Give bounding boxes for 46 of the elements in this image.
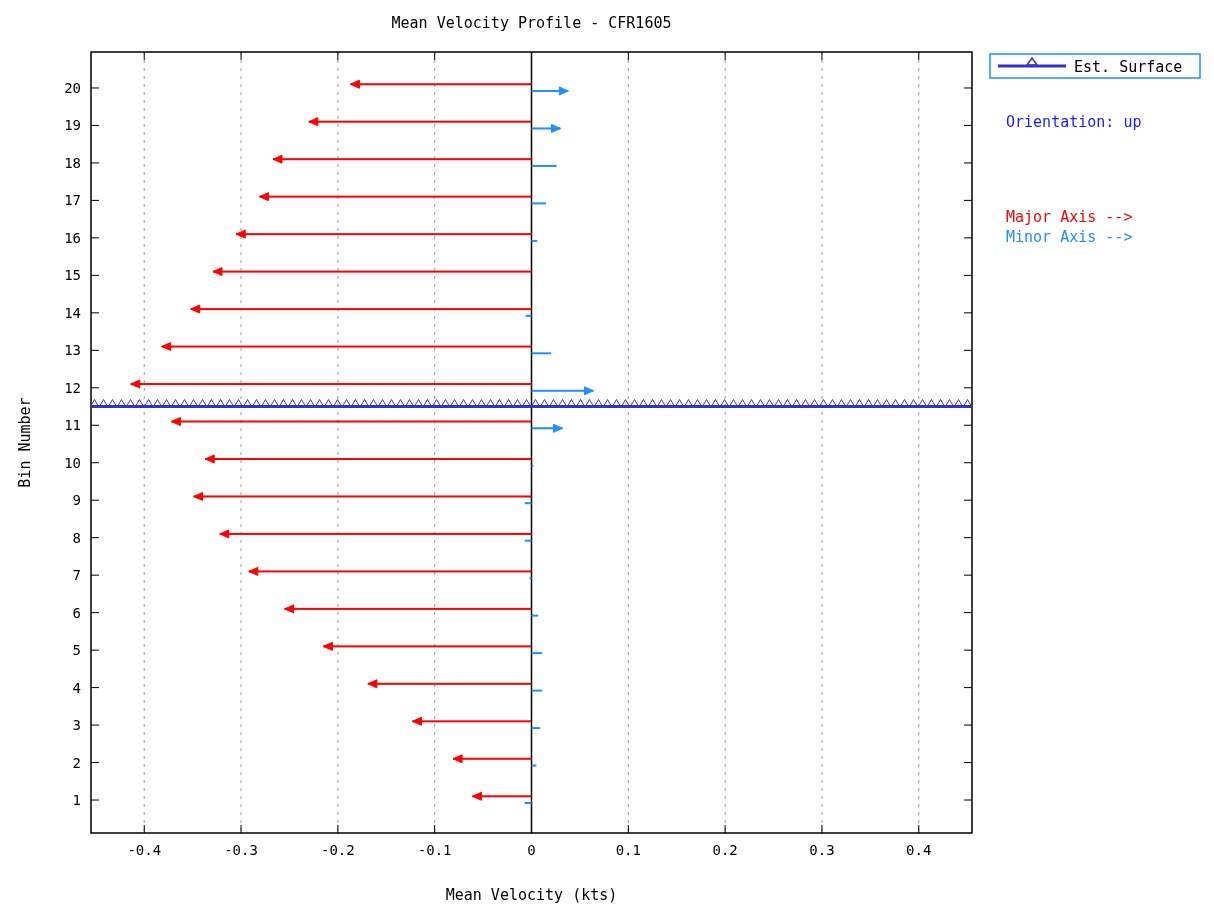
y-tick-label: 19 [64,117,81,134]
bar [531,652,543,655]
x-tick-label: -0.4 [127,842,162,858]
text: Minor Axis --> [1006,228,1133,246]
bar [531,689,543,692]
y-tick-label: 13 [64,342,81,359]
text: Major Axis --> [1006,208,1133,226]
chart-title: Mean Velocity Profile - CFR1605 [391,14,672,32]
bar [531,352,551,355]
text: Orientation: up [1006,113,1142,131]
x-tick-label: -0.1 [417,842,452,858]
y-tick-label: 10 [64,454,81,471]
bar [531,202,547,205]
x-tick-label: 0.1 [615,842,641,858]
bar [524,802,532,805]
x-tick-label: 0.2 [712,842,738,858]
y-tick-label: 1 [72,792,81,809]
y-tick-label: 7 [72,567,81,584]
legend-label: Est. Surface [1074,58,1183,76]
y-tick-label: 11 [64,417,81,434]
y-tick-label: 14 [64,304,81,321]
y-axis-title: Bin Number [16,397,34,488]
y-tick-label: 8 [72,529,81,546]
x-axis-title: Mean Velocity (kts) [445,886,618,904]
bar [524,539,532,542]
y-tick-label: 2 [72,754,81,771]
x-tick-label: -0.2 [321,842,355,858]
y-tick-label: 4 [72,679,81,696]
y-tick-label: 15 [64,267,81,284]
y-tick-label: 6 [72,604,81,621]
y-tick-label: 17 [64,192,81,209]
x-tick-label: 0 [527,842,536,858]
bar [531,164,557,167]
bar [524,502,532,505]
x-tick-label: 0.3 [809,842,835,858]
bar [531,727,541,730]
x-tick-label: -0.3 [224,842,258,858]
y-tick-label: 20 [64,79,81,96]
y-tick-label: 12 [64,379,81,396]
bar [525,314,532,317]
y-tick-label: 18 [64,154,81,171]
y-tick-label: 3 [72,717,81,734]
y-tick-label: 16 [64,229,81,246]
x-tick-label: 0.4 [906,842,932,858]
y-tick-label: 9 [72,492,81,509]
y-tick-label: 5 [72,642,81,659]
